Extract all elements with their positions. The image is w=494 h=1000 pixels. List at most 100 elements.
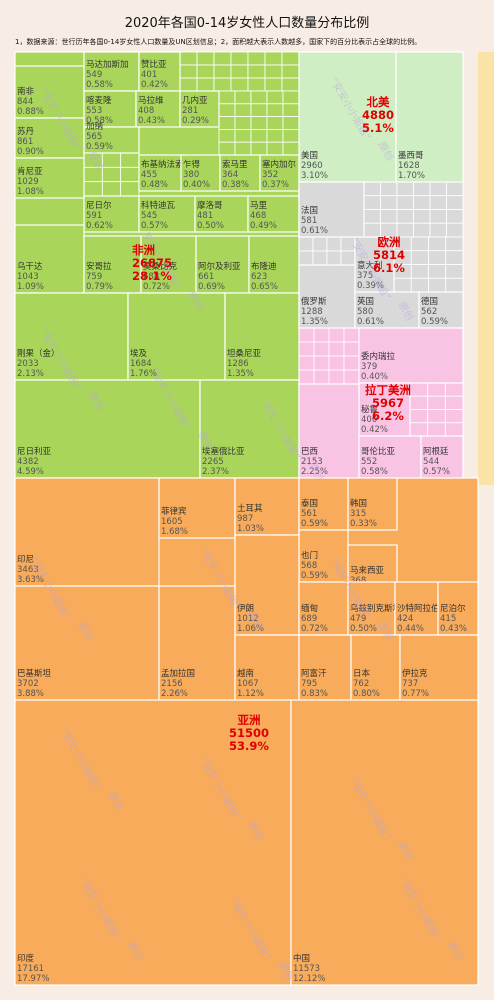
country-pct: 1.03%	[237, 524, 264, 534]
minor-country-cell	[234, 90, 252, 105]
country-name: 阿根廷	[423, 446, 449, 457]
minor-country-cell	[120, 166, 140, 183]
country-name: 布隆迪	[251, 261, 277, 272]
chart-title: 2020年各国0-14岁女性人口数量分布比例	[124, 16, 370, 31]
country-value: 281	[182, 106, 198, 116]
region-pct: 5.1%	[362, 121, 394, 135]
country-name: 秘鲁	[361, 404, 378, 415]
minor-country-cell	[264, 51, 283, 66]
country-pct: 1.09%	[17, 282, 44, 292]
country-name: 尼泊尔	[440, 603, 466, 614]
country-rect	[298, 581, 349, 636]
country-value: 762	[353, 679, 369, 689]
country-value: 2156	[161, 679, 183, 689]
minor-country-cell	[429, 181, 447, 197]
minor-country-cell	[428, 264, 447, 279]
minor-country-cell	[282, 103, 300, 118]
minor-country-cell	[218, 90, 236, 105]
minor-country-cell	[298, 327, 315, 343]
country-value: 1029	[17, 177, 39, 187]
country-name: 委内瑞拉	[361, 351, 396, 362]
region-pct: 53.9%	[229, 739, 269, 753]
country-name: 法国	[301, 205, 318, 216]
country-value: 455	[141, 170, 157, 180]
country-value: 424	[397, 614, 413, 624]
minor-country-cell	[363, 181, 381, 197]
country-pct: 0.59%	[86, 142, 113, 152]
country-value: 1043	[17, 272, 39, 282]
country-value: 375	[357, 271, 373, 281]
country-name: 布基纳法索	[141, 159, 184, 170]
minor-country-cell	[264, 77, 283, 92]
country-value: 688	[143, 272, 159, 282]
minor-country-cell	[410, 264, 429, 279]
country-name: 索马里	[222, 159, 248, 170]
country-rect	[358, 435, 422, 479]
country-value: 568	[301, 561, 317, 571]
country-name: 南非	[17, 86, 35, 97]
country-value: 1288	[301, 307, 323, 317]
country-pct: 0.48%	[141, 180, 168, 190]
country-name: 埃塞俄比亚	[202, 446, 245, 457]
minor-country-cell	[312, 250, 328, 266]
minor-country-cell	[196, 64, 215, 79]
region-pct: 28.1%	[132, 269, 172, 283]
country-name: 越南	[237, 668, 254, 679]
minor-country-cell	[101, 181, 122, 197]
country-value: 481	[197, 211, 213, 221]
